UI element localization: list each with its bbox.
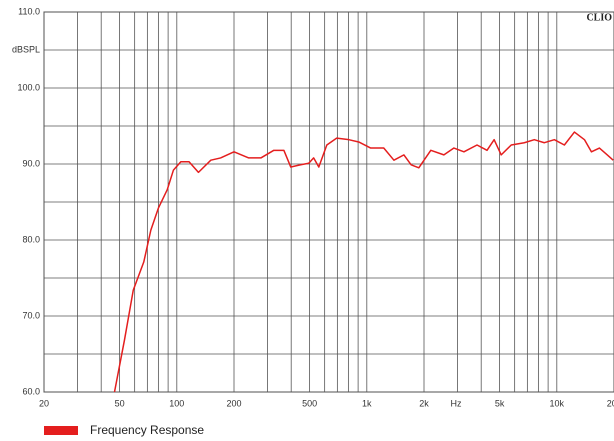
series-line <box>113 131 614 393</box>
y-tick-label: 110.0 <box>18 6 40 16</box>
y-tick-label: 70.0 <box>22 310 40 320</box>
brand: CLIO <box>586 12 612 23</box>
x-tick-label: 10k <box>550 398 565 408</box>
x-tick-label: 20 <box>39 398 49 408</box>
x-tick-label: 50 <box>115 398 125 408</box>
x-tick-label: 20k <box>607 398 614 408</box>
y-axis-label: dBSPL <box>12 44 40 54</box>
x-tick-label: 200 <box>226 398 241 408</box>
x-tick-label: 100 <box>169 398 184 408</box>
x-tick-label: 1k <box>362 398 372 408</box>
x-tick-label: 5k <box>495 398 505 408</box>
x-axis-label: Hz <box>451 398 462 408</box>
y-tick-label: 100.0 <box>17 82 40 92</box>
legend-swatch <box>44 426 78 435</box>
y-tick-label: 80.0 <box>22 234 40 244</box>
y-tick-label: 90.0 <box>22 158 40 168</box>
y-tick-label: 60.0 <box>22 386 40 396</box>
legend-label: Frequency Response <box>90 423 204 437</box>
x-tick-label: 500 <box>302 398 317 408</box>
x-tick-label: 2k <box>419 398 429 408</box>
